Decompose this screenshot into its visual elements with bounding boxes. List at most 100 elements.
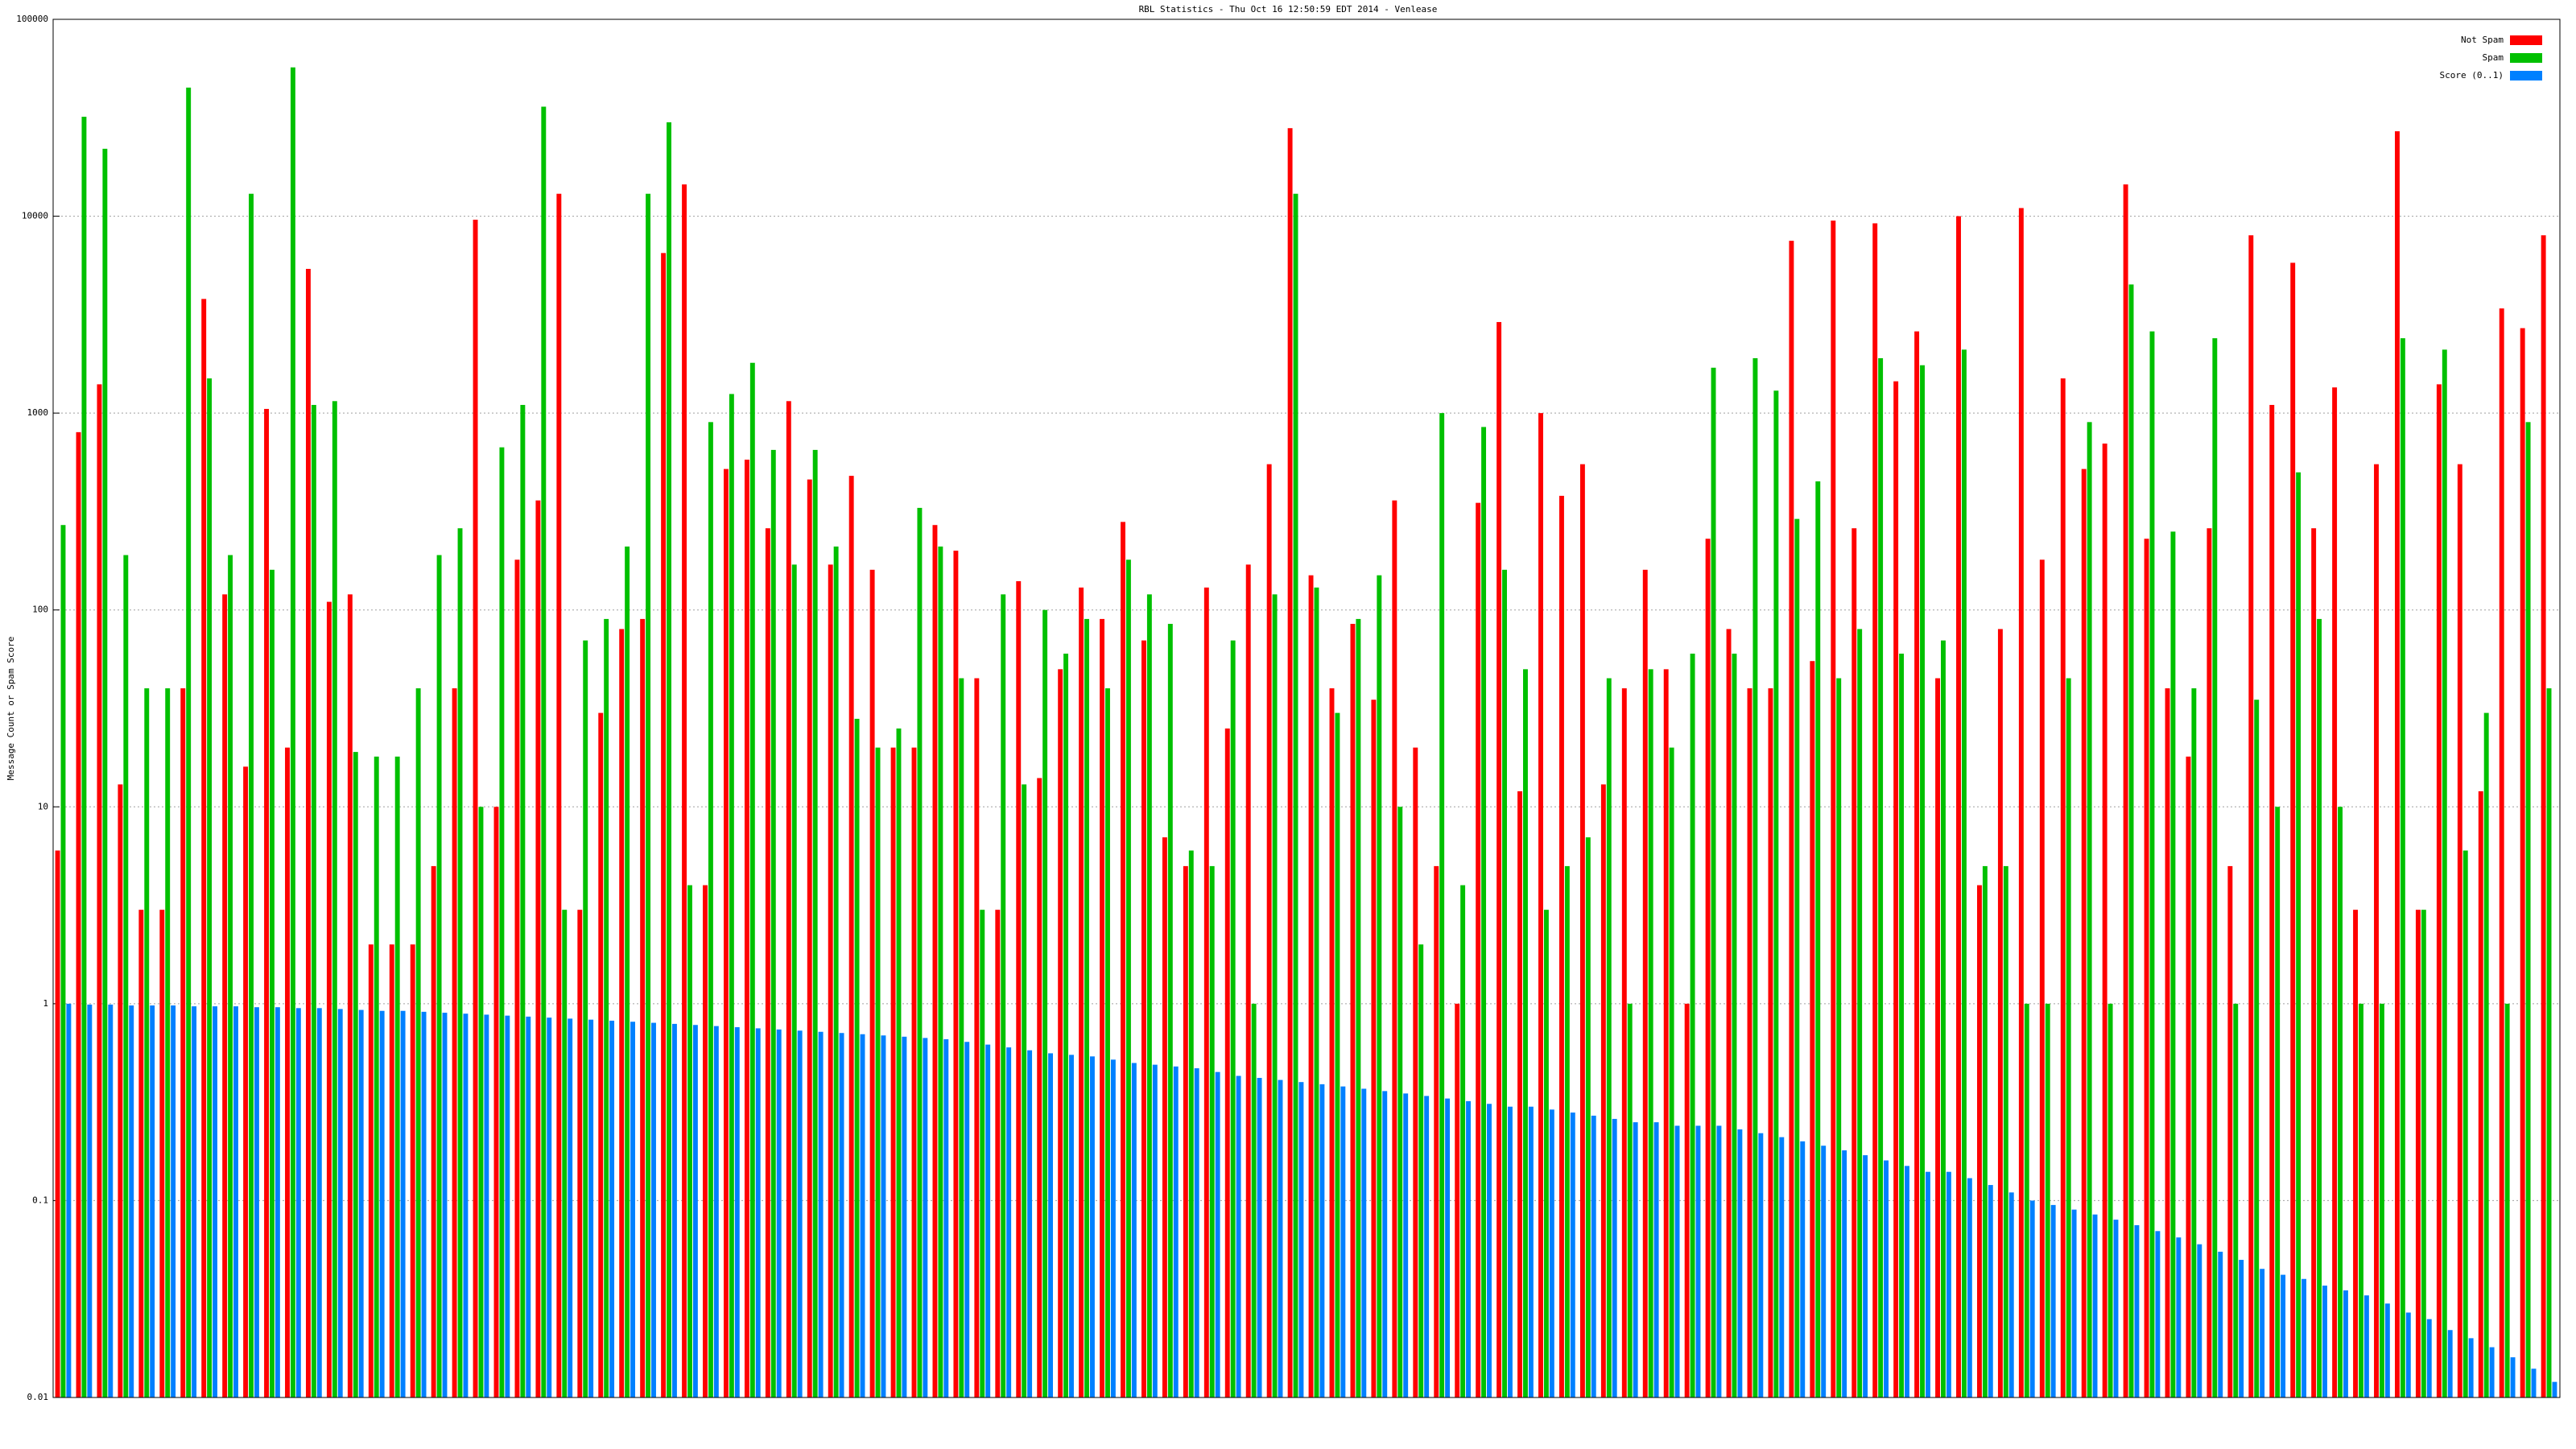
bar — [2087, 422, 2092, 1397]
bar — [1606, 678, 1612, 1397]
bar — [1653, 1122, 1659, 1397]
bar — [2050, 1204, 2056, 1397]
bar — [123, 555, 129, 1398]
bar — [1600, 784, 1606, 1397]
bar — [1266, 464, 1272, 1397]
bar — [2457, 464, 2462, 1397]
bar — [410, 944, 415, 1397]
bar — [902, 1036, 907, 1397]
bar — [1006, 1047, 1012, 1397]
bar — [332, 401, 337, 1398]
bar — [708, 422, 713, 1397]
bar — [1857, 629, 1863, 1397]
bar — [609, 1020, 615, 1397]
bar — [1905, 1166, 1909, 1397]
bar — [76, 431, 81, 1398]
bar — [326, 601, 332, 1397]
bar — [1466, 1100, 1472, 1397]
bar — [1528, 1106, 1534, 1397]
bar — [1251, 1003, 1257, 1397]
bar — [1899, 653, 1905, 1397]
bar — [2212, 338, 2218, 1397]
bar — [2322, 1286, 2327, 1397]
bar — [1872, 223, 1878, 1398]
bar — [1287, 128, 1293, 1397]
bar — [588, 1019, 594, 1397]
bar — [379, 1010, 385, 1397]
bar — [1517, 791, 1523, 1397]
bar — [1946, 1171, 1951, 1397]
bar — [2165, 688, 2170, 1397]
bar — [2405, 1312, 2411, 1397]
bar — [290, 67, 295, 1397]
bar — [60, 525, 66, 1397]
legend-label: Spam — [2483, 52, 2504, 63]
bar — [2060, 378, 2066, 1398]
bar — [1257, 1077, 1262, 1397]
bar — [2248, 235, 2254, 1398]
bar — [1997, 629, 2003, 1397]
bar — [2155, 1231, 2161, 1397]
bar — [1403, 1093, 1409, 1397]
bar — [1298, 1082, 1304, 1397]
bar — [2546, 688, 2552, 1397]
bar — [1167, 623, 1173, 1397]
bar — [1502, 569, 1507, 1397]
bar — [2363, 1295, 2369, 1397]
bar — [2478, 791, 2483, 1397]
y-axis-label: Message Count or Spam Score — [6, 637, 16, 781]
bar — [207, 378, 213, 1398]
bar — [1800, 1141, 1806, 1397]
y-tick-label: 100 — [32, 605, 48, 615]
bar — [2426, 1319, 2432, 1397]
bar — [1487, 1104, 1492, 1397]
bar — [953, 551, 959, 1397]
bar — [1188, 850, 1194, 1397]
bar — [1350, 623, 1356, 1397]
bar — [1027, 1050, 1033, 1397]
legend-swatch — [2510, 71, 2542, 80]
bar — [1439, 413, 1445, 1398]
bar — [457, 528, 463, 1397]
bar — [1335, 712, 1340, 1397]
bar — [1538, 413, 1543, 1398]
bar — [625, 546, 630, 1397]
y-tick-label: 10 — [38, 801, 48, 811]
bar — [1549, 1109, 1554, 1397]
bar — [1663, 669, 1669, 1397]
bar — [2233, 1003, 2239, 1397]
bar — [431, 865, 436, 1397]
bar — [1579, 464, 1585, 1397]
bar — [358, 1009, 364, 1397]
bar — [2254, 700, 2260, 1397]
bar — [2092, 1214, 2098, 1397]
bar — [749, 362, 755, 1398]
bar — [1507, 1106, 1513, 1397]
bar — [2123, 184, 2128, 1397]
bar — [1016, 580, 1022, 1397]
bar — [186, 87, 192, 1397]
bar — [854, 718, 860, 1397]
bar — [1570, 1113, 1575, 1397]
bar — [1941, 640, 1946, 1397]
bar — [1042, 609, 1048, 1397]
bar — [2504, 1003, 2510, 1397]
bar — [442, 1013, 448, 1397]
bar — [2489, 1347, 2495, 1397]
bar — [1523, 669, 1528, 1397]
bar — [651, 1022, 656, 1397]
bar — [1789, 241, 1794, 1397]
bar — [108, 1004, 114, 1397]
bar — [1821, 1146, 1827, 1397]
bar — [598, 712, 604, 1397]
plot-frame — [52, 19, 2561, 1398]
bar — [150, 1005, 155, 1397]
bar — [692, 1025, 698, 1397]
bar — [1982, 865, 1988, 1397]
bar — [2081, 469, 2087, 1397]
bar — [2468, 1338, 2474, 1397]
bar — [703, 885, 708, 1397]
bar — [1627, 1003, 1633, 1397]
bar — [2338, 807, 2343, 1397]
